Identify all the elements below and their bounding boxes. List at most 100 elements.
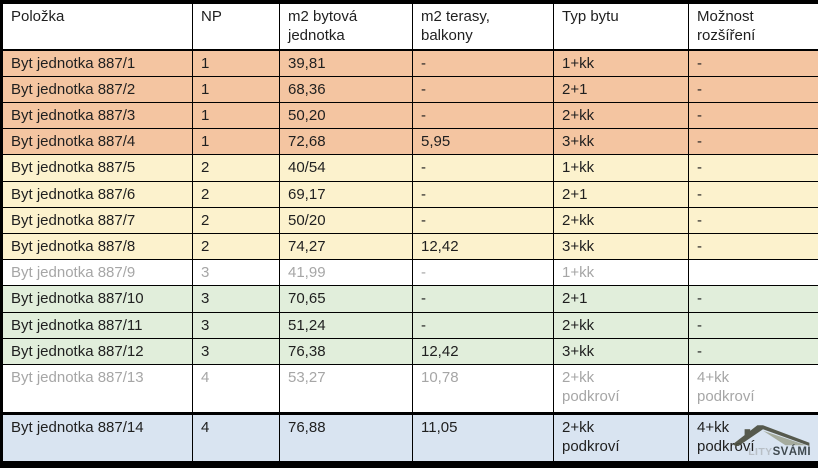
cell-typ: 3+kk xyxy=(553,337,689,366)
table-row: Byt jednotka 887/5 2 40/54-1+kk - xyxy=(2,154,818,182)
cell-np: 4 xyxy=(192,364,280,414)
cell-polozka: Byt jednotka 887/6 xyxy=(2,180,193,208)
cell-terasy: 10,78 xyxy=(412,364,554,414)
table-row: Byt jednotka 887/13 4 53,27 10,78 2+kk podkr… xyxy=(2,364,818,414)
table-row: Byt jednotka 887/1 1 39,81-1+kk - xyxy=(2,49,818,77)
cell-np: 2 xyxy=(192,180,280,208)
cell-moznost: - xyxy=(688,337,818,366)
cell-terasy: 5,95 xyxy=(412,128,554,156)
table-row: Byt jednotka 887/8 2 74,27 12,42 3+kk - xyxy=(2,233,818,261)
cell-np: 3 xyxy=(192,311,280,339)
cell-np: 3 xyxy=(192,337,280,366)
header-row: Položka NP m2 bytová jednotka m2 terasy,… xyxy=(2,3,818,51)
cell-m2: 72,68 xyxy=(279,128,413,156)
cell-polozka: Byt jednotka 887/8 xyxy=(2,233,193,261)
cell-typ: 2+kk podkroví xyxy=(553,364,689,414)
cell-typ: 2+1 xyxy=(553,285,689,313)
cell-np: 1 xyxy=(192,49,280,77)
cell-moznost: - xyxy=(688,311,818,339)
cell-m2: 41,99 xyxy=(279,259,413,287)
cell-typ: 1+kk xyxy=(553,259,689,287)
cell-polozka: Byt jednotka 887/10 xyxy=(2,285,193,313)
table-row: Byt jednotka 887/2 1 68,36-2+1- xyxy=(2,75,818,103)
cell-m2: 74,27 xyxy=(279,233,413,261)
roof-icon xyxy=(732,425,810,446)
cell-moznost: - xyxy=(688,206,818,235)
table-body: Byt jednotka 887/1 1 39,81-1+kk - Byt jednot… xyxy=(2,49,818,463)
cell-m2: 53,27 xyxy=(279,364,413,414)
cell-m2: 50,20 xyxy=(279,101,413,130)
cell-terasy: 11,05 xyxy=(412,411,554,463)
cell-moznost: - xyxy=(688,285,818,313)
cell-moznost: 4+kk podkroví xyxy=(688,364,818,414)
reality-svami-logo: LITYSVÁMI xyxy=(731,422,811,459)
cell-m2: 50/20 xyxy=(279,206,413,235)
cell-np: 2 xyxy=(192,233,280,261)
cell-np: 1 xyxy=(192,128,280,156)
cell-polozka: Byt jednotka 887/12 xyxy=(2,337,193,366)
cell-polozka: Byt jednotka 887/13 xyxy=(2,364,193,414)
cell-terasy: - xyxy=(412,311,554,339)
table-row: Byt jednotka 887/12 3 76,38 12,42 3+kk - xyxy=(2,337,818,366)
cell-np: 3 xyxy=(192,285,280,313)
table-row: Byt jednotka 887/7 2 50/20-2+kk - xyxy=(2,206,818,235)
cell-np: 3 xyxy=(192,259,280,287)
cell-terasy: - xyxy=(412,285,554,313)
logo-text-bold: SVÁMI xyxy=(772,446,811,458)
cell-typ: 1+kk xyxy=(553,154,689,182)
apartments-table: Položka NP m2 bytová jednotka m2 terasy,… xyxy=(2,3,818,463)
cell-typ: 2+1 xyxy=(553,75,689,103)
cell-m2: 40/54 xyxy=(279,154,413,182)
cell-terasy: - xyxy=(412,75,554,103)
cell-np: 1 xyxy=(192,101,280,130)
cell-terasy: - xyxy=(412,154,554,182)
cell-terasy: - xyxy=(412,259,554,287)
col-header-terasy: m2 terasy, balkony xyxy=(412,3,554,51)
cell-moznost: - xyxy=(688,49,818,77)
cell-polozka: Byt jednotka 887/4 xyxy=(2,128,193,156)
cell-np: 2 xyxy=(192,206,280,235)
cell-polozka: Byt jednotka 887/5 xyxy=(2,154,193,182)
cell-terasy: - xyxy=(412,206,554,235)
col-header-np: NP xyxy=(192,3,280,51)
logo-text-light: LITY xyxy=(748,446,773,458)
cell-typ: 1+kk xyxy=(553,49,689,77)
cell-m2: 70,65 xyxy=(279,285,413,313)
cell-moznost: - xyxy=(688,128,818,156)
col-header-typ-bytu: Typ bytu xyxy=(553,3,689,51)
cell-polozka: Byt jednotka 887/14 xyxy=(2,411,193,463)
cell-typ: 2+1 xyxy=(553,180,689,208)
cell-m2: 76,38 xyxy=(279,337,413,366)
table-row: Byt jednotka 887/11 3 51,24-2+kk - xyxy=(2,311,818,339)
col-header-m2-byt: m2 bytová jednotka xyxy=(279,3,413,51)
cell-moznost: - xyxy=(688,154,818,182)
cell-polozka: Byt jednotka 887/7 xyxy=(2,206,193,235)
cell-terasy: - xyxy=(412,101,554,130)
cell-terasy: - xyxy=(412,180,554,208)
cell-moznost xyxy=(688,259,818,287)
cell-m2: 51,24 xyxy=(279,311,413,339)
cell-np: 4 xyxy=(192,411,280,463)
cell-m2: 68,36 xyxy=(279,75,413,103)
cell-terasy: 12,42 xyxy=(412,233,554,261)
cell-moznost: - xyxy=(688,101,818,130)
cell-moznost: - xyxy=(688,75,818,103)
cell-polozka: Byt jednotka 887/1 xyxy=(2,49,193,77)
cell-typ: 3+kk xyxy=(553,128,689,156)
cell-moznost: - xyxy=(688,180,818,208)
table-row: Byt jednotka 887/14 4 76,88 11,05 2+kk podkr… xyxy=(2,411,818,463)
cell-m2: 39,81 xyxy=(279,49,413,77)
cell-m2: 69,17 xyxy=(279,180,413,208)
cell-typ: 3+kk xyxy=(553,233,689,261)
cell-typ: 2+kk podkroví xyxy=(553,411,689,463)
col-header-polozka: Položka xyxy=(2,3,193,51)
cell-typ: 2+kk xyxy=(553,206,689,235)
table-row: Byt jednotka 887/10 3 70,65-2+1- xyxy=(2,285,818,313)
cell-terasy: - xyxy=(412,49,554,77)
cell-polozka: Byt jednotka 887/11 xyxy=(2,311,193,339)
cell-m2: 76,88 xyxy=(279,411,413,463)
cell-np: 2 xyxy=(192,154,280,182)
table-row: Byt jednotka 887/6 2 69,17-2+1- xyxy=(2,180,818,208)
logo-text: LITYSVÁMI xyxy=(731,443,811,459)
